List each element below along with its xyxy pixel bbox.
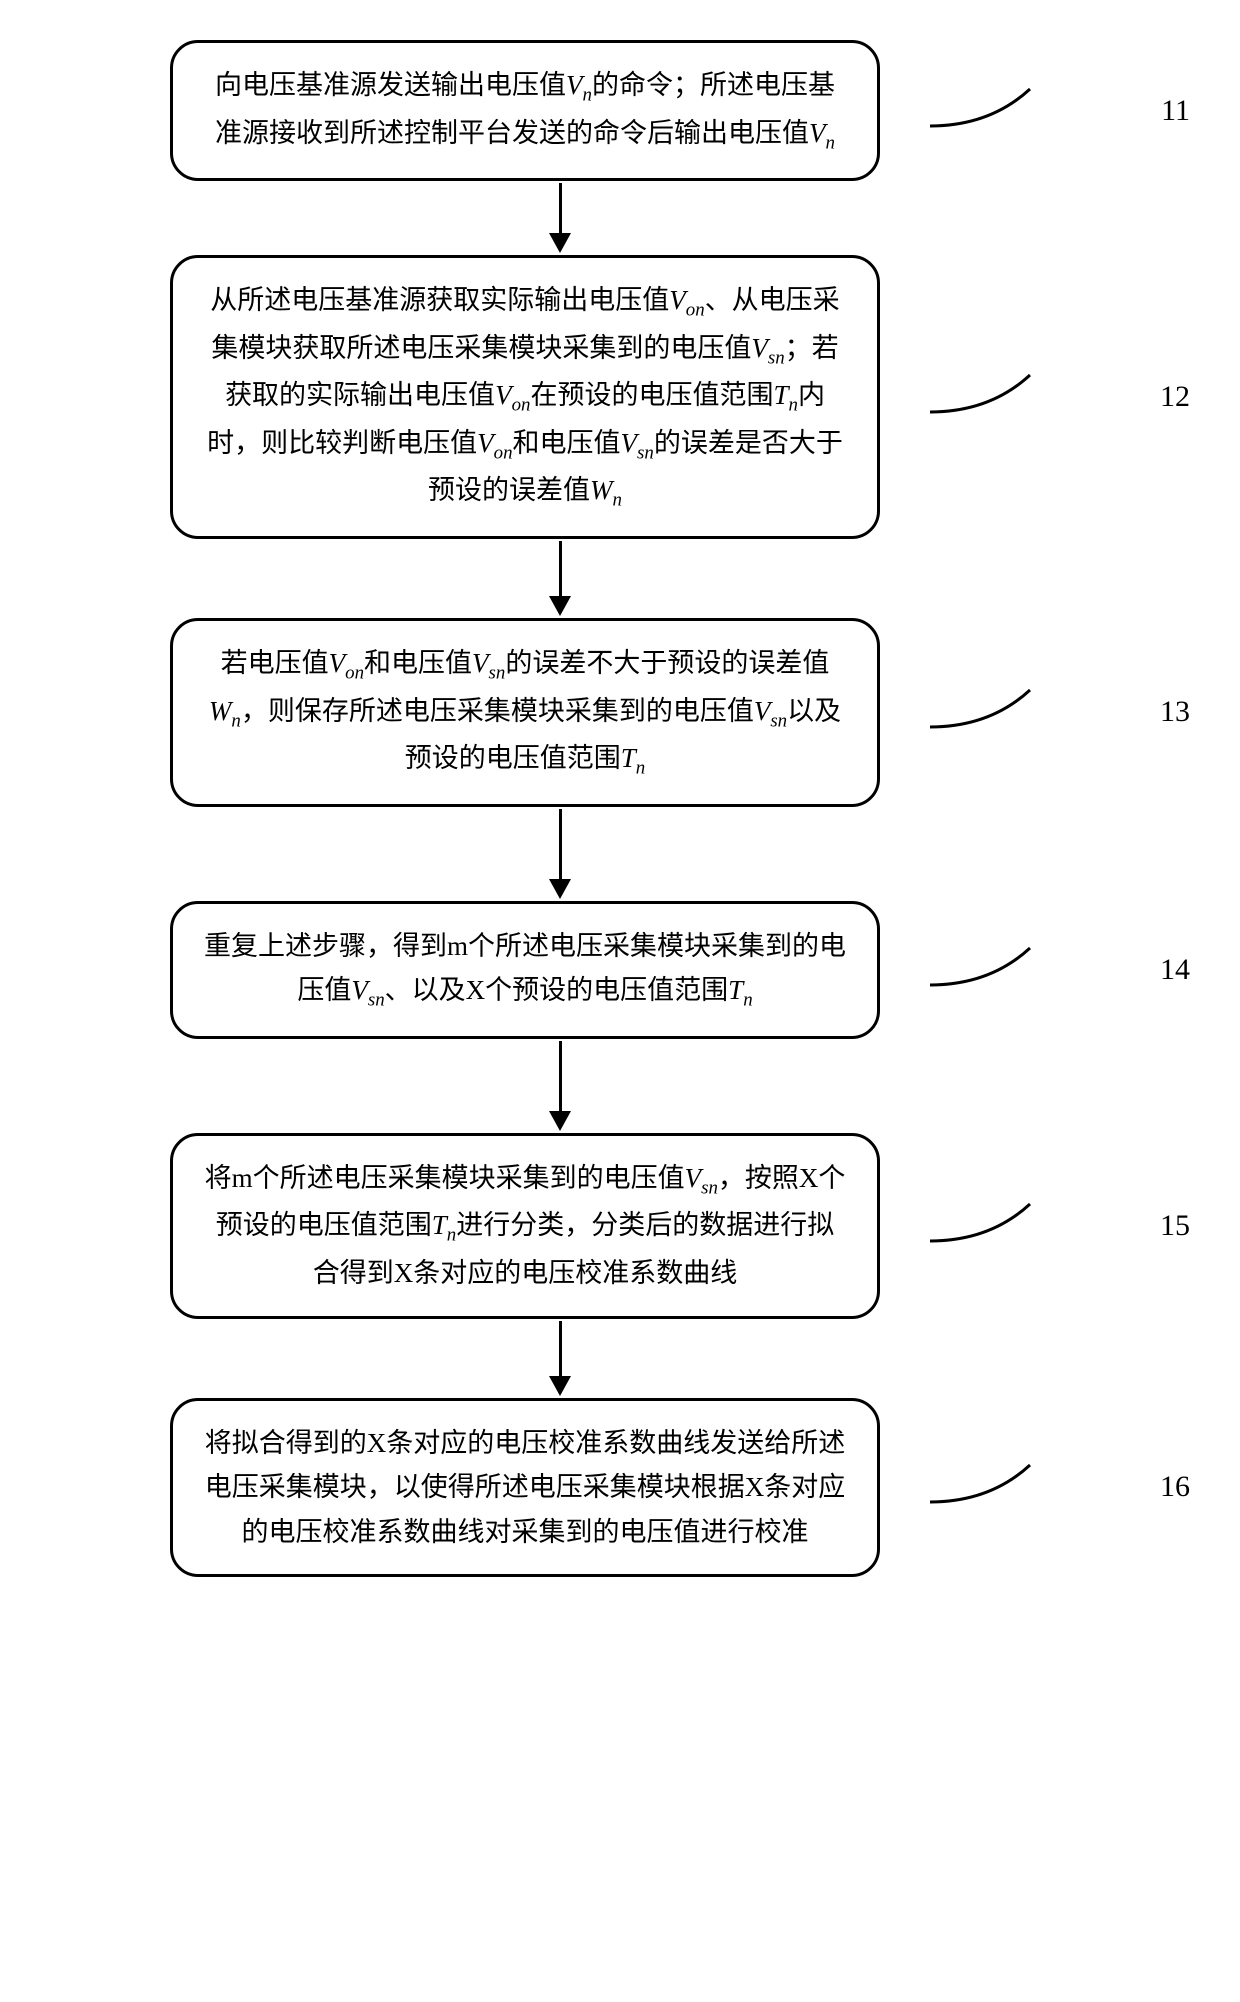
flow-box-step5: 将m个所述电压采集模块采集到的电压值Vsn，按照X个预设的电压值范围Tn进行分类… (170, 1133, 880, 1319)
flow-box-step2: 从所述电压基准源获取实际输出电压值Von、从电压采集模块获取所述电压采集模块采集… (170, 255, 880, 539)
flow-box-step3: 若电压值Von和电压值Vsn的误差不大于预设的误差值Wn，则保存所述电压采集模块… (170, 618, 880, 807)
step-label-step4: 14 (1160, 953, 1190, 987)
arrow-step4 (549, 1041, 571, 1131)
flow-box-step1: 向电压基准源发送输出电压值Vn的命令；所述电压基准源接收到所述控制平台发送的命令… (170, 40, 880, 181)
step-row-step3: 若电压值Von和电压值Vsn的误差不大于预设的误差值Wn，则保存所述电压采集模块… (170, 618, 1070, 807)
step-row-step2: 从所述电压基准源获取实际输出电压值Von、从电压采集模块获取所述电压采集模块采集… (170, 255, 1070, 539)
connector-step3 (930, 682, 1070, 742)
flow-box-step4: 重复上述步骤，得到m个所述电压采集模块采集到的电压值Vsn、以及X个预设的电压值… (170, 901, 880, 1039)
step-label-step5: 15 (1160, 1209, 1190, 1243)
arrow-step1 (549, 183, 571, 253)
step-label-step2: 12 (1160, 380, 1190, 414)
step-row-step6: 将拟合得到的X条对应的电压校准系数曲线发送给所述电压采集模块，以使得所述电压采集… (170, 1398, 1070, 1578)
step-row-step1: 向电压基准源发送输出电压值Vn的命令；所述电压基准源接收到所述控制平台发送的命令… (170, 40, 1070, 181)
connector-step6 (930, 1457, 1070, 1517)
connector-step2 (930, 367, 1070, 427)
connector-step4 (930, 940, 1070, 1000)
step-row-step4: 重复上述步骤，得到m个所述电压采集模块采集到的电压值Vsn、以及X个预设的电压值… (170, 901, 1070, 1039)
flow-box-step6: 将拟合得到的X条对应的电压校准系数曲线发送给所述电压采集模块，以使得所述电压采集… (170, 1398, 880, 1578)
connector-step1 (930, 81, 1070, 141)
arrow-step3 (549, 809, 571, 899)
step-label-step1: 11 (1161, 94, 1190, 128)
connector-step5 (930, 1196, 1070, 1256)
step-label-step3: 13 (1160, 695, 1190, 729)
step-label-step6: 16 (1160, 1470, 1190, 1504)
flowchart-container: 向电压基准源发送输出电压值Vn的命令；所述电压基准源接收到所述控制平台发送的命令… (170, 40, 1070, 1577)
step-row-step5: 将m个所述电压采集模块采集到的电压值Vsn，按照X个预设的电压值范围Tn进行分类… (170, 1133, 1070, 1319)
arrow-step2 (549, 541, 571, 616)
arrow-step5 (549, 1321, 571, 1396)
